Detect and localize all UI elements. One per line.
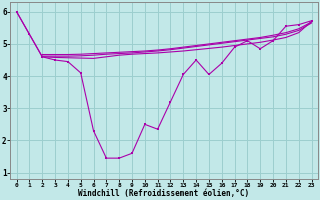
X-axis label: Windchill (Refroidissement éolien,°C): Windchill (Refroidissement éolien,°C) (78, 189, 250, 198)
